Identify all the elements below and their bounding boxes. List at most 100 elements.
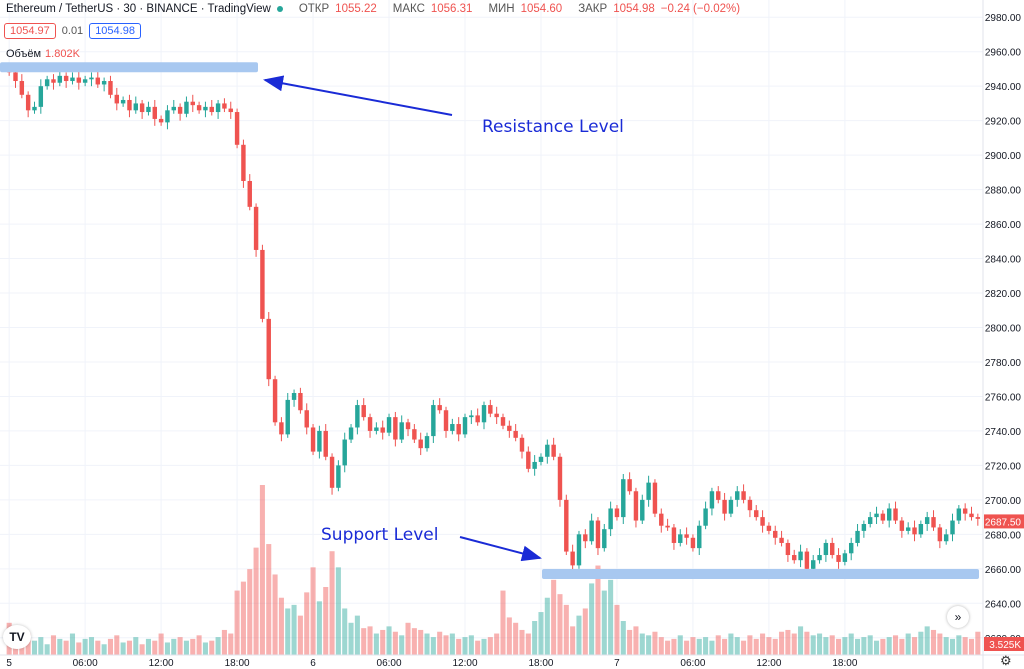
candle-body <box>570 551 575 566</box>
candle-body <box>697 525 702 549</box>
candle-body <box>412 429 417 440</box>
sell-price-button[interactable]: 1054.97 <box>4 23 56 39</box>
volume-bar <box>589 583 595 655</box>
volume-bar <box>253 547 259 655</box>
volume-bar <box>918 631 924 655</box>
candle-body <box>405 422 411 430</box>
volume-bar <box>215 637 221 655</box>
candle-body <box>785 542 791 556</box>
candle-body <box>399 422 404 440</box>
volume-bar <box>95 640 101 655</box>
candle-body <box>171 106 176 111</box>
price-tick-label: 2840.00 <box>985 255 1022 266</box>
support-arrow <box>459 536 542 562</box>
candle-body <box>823 542 829 556</box>
candle-body <box>735 491 740 500</box>
candle-body <box>152 106 157 119</box>
scroll-to-realtime-icon[interactable]: » <box>947 606 969 628</box>
candle-body <box>25 94 31 111</box>
candle-body <box>177 106 183 114</box>
candle-body <box>532 461 537 469</box>
candle-body <box>500 417 506 426</box>
volume-bar <box>760 633 766 655</box>
volume-bar <box>101 644 107 655</box>
buy-price-button[interactable]: 1054.98 <box>89 23 141 39</box>
candle-body <box>393 417 398 440</box>
volume-bar <box>323 587 329 655</box>
volume-bar <box>519 629 525 655</box>
candle-body <box>431 405 436 437</box>
high-value: 1056.31 <box>430 3 473 15</box>
volume-bar <box>563 604 569 655</box>
candle-body <box>304 410 309 428</box>
candle-body <box>253 206 259 250</box>
candle-body <box>317 430 322 452</box>
candle-body <box>266 318 271 380</box>
candle-body <box>621 479 626 518</box>
spread-value: 0.01 <box>61 25 84 37</box>
candle-body <box>481 405 487 423</box>
volume-bar <box>836 638 842 655</box>
open-label: ОТКР <box>298 3 330 15</box>
candle-body <box>924 517 930 524</box>
volume-bar <box>430 637 436 655</box>
candle-body <box>760 517 765 526</box>
candle-body <box>76 77 82 83</box>
volume-bar <box>500 590 506 655</box>
candle-body <box>811 560 816 569</box>
low-label: МИН <box>488 3 515 15</box>
candle-body <box>627 479 632 492</box>
volume-bar <box>652 631 658 655</box>
volume-bar <box>164 642 170 655</box>
candle-body <box>355 405 360 428</box>
time-axis[interactable]: 5 06:00 12:00 18:00 6 06:00 12:00 18:00 7 06:00 12… <box>0 654 1024 669</box>
volume-bar <box>848 633 854 655</box>
volume-bar <box>424 633 430 655</box>
candle-body <box>95 77 101 85</box>
time-tick-label: 06:00 <box>377 658 402 669</box>
volume-legend[interactable]: Объём 1.802K <box>6 48 80 60</box>
gear-icon[interactable]: ⚙ <box>1000 653 1012 668</box>
last-price-label: 2687.50 <box>985 517 1022 528</box>
level-lines <box>0 62 979 579</box>
volume-bar <box>107 638 113 655</box>
time-tick-label: 6 <box>310 658 316 669</box>
candle-body <box>32 106 37 111</box>
candle-body <box>526 451 531 469</box>
volume-bar <box>874 640 880 655</box>
candle-body <box>684 534 689 538</box>
volume-bar <box>202 642 208 655</box>
volume-bar <box>316 601 322 655</box>
volume-bar <box>228 633 234 655</box>
support-level-line <box>542 568 979 579</box>
close-label: ЗАКР <box>578 3 608 15</box>
high-label: МАКС <box>392 3 425 15</box>
candle-body <box>886 508 892 521</box>
volume-bar <box>677 635 683 655</box>
candle-body <box>545 444 550 457</box>
price-axis[interactable]: 2620.002640.002660.002680.002700.002720.… <box>982 0 1024 669</box>
candle-body <box>190 101 195 106</box>
volume-bar <box>487 637 493 655</box>
candle-body <box>19 81 25 95</box>
price-tick-label: 2980.00 <box>985 13 1022 24</box>
candle-body <box>975 517 981 519</box>
candle-body <box>690 537 696 549</box>
volume-bar <box>437 631 443 655</box>
last-volume-label: 3.525K <box>989 640 1021 651</box>
last-price-badge <box>984 514 1024 529</box>
volume-bar <box>627 629 633 655</box>
volume-bar <box>949 638 956 655</box>
candle-body <box>374 427 379 431</box>
volume-bar <box>646 635 652 655</box>
price-tick-label: 2660.00 <box>985 565 1022 576</box>
candle-body <box>893 508 898 521</box>
volume-bar <box>633 626 639 655</box>
price-tick-label: 2800.00 <box>985 324 1022 335</box>
volume-bar <box>475 640 481 655</box>
tradingview-logo-icon[interactable]: TV <box>3 625 31 649</box>
symbol-title[interactable]: Ethereum / TetherUS · 30 · BINANCE · Tra… <box>6 3 271 15</box>
volume-bar <box>614 604 620 655</box>
candle-body <box>671 527 677 543</box>
